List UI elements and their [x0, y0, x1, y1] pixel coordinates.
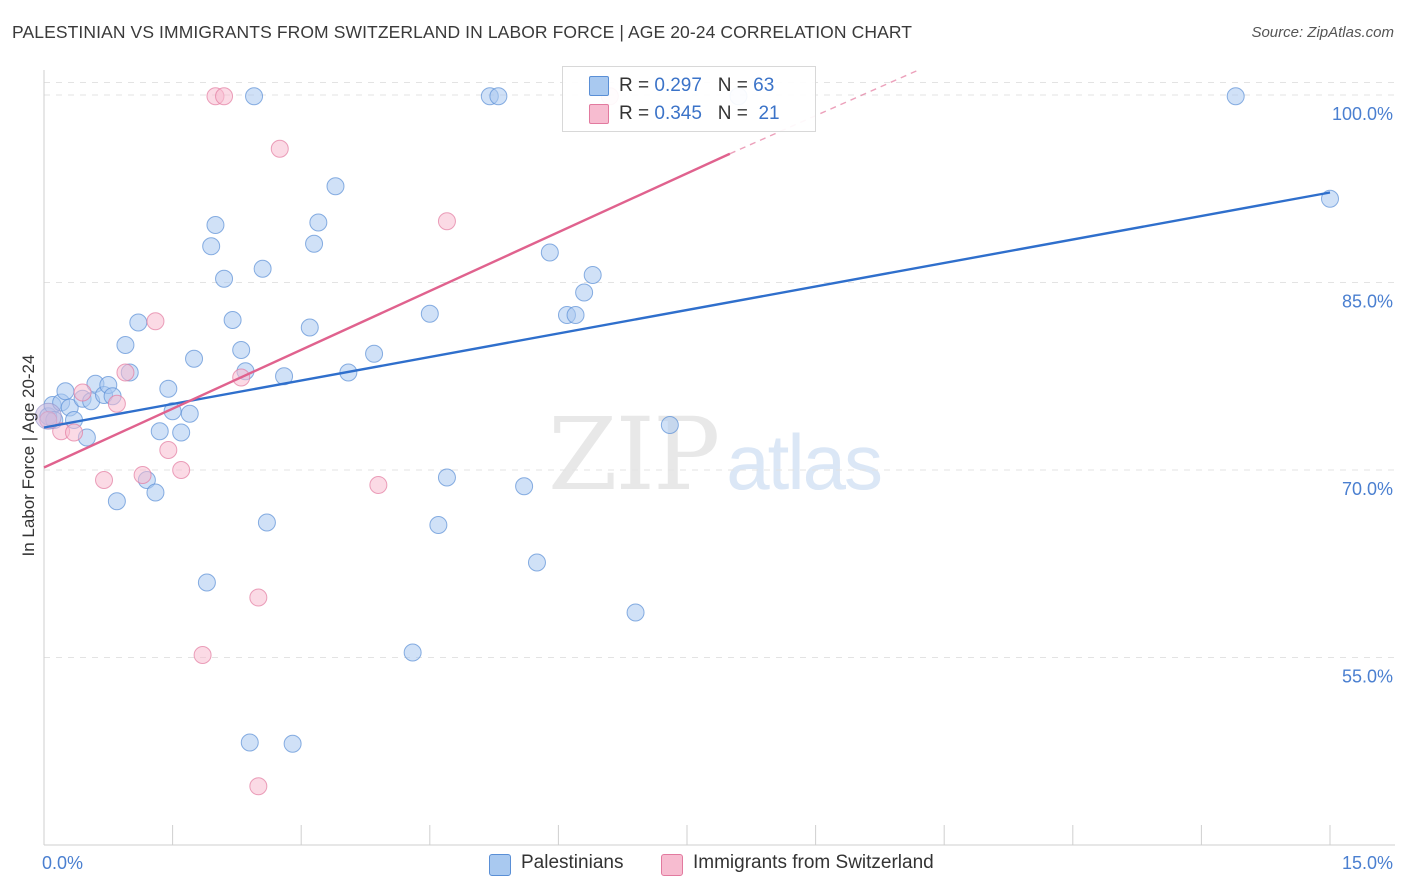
point-palestinians	[283, 734, 302, 753]
legend-n-label: N =	[717, 75, 748, 96]
point-switzerland	[270, 139, 289, 158]
point-palestinians	[626, 603, 645, 622]
point-palestinians	[429, 516, 448, 534]
point-cluster	[34, 402, 62, 430]
watermark: ZIP atlas	[548, 396, 883, 513]
point-palestinians	[515, 477, 534, 496]
point-palestinians	[305, 234, 324, 253]
point-palestinians	[540, 243, 559, 262]
point-palestinians	[172, 423, 191, 442]
axes	[43, 70, 1395, 846]
bottom-legend-swatch-palestinians	[489, 854, 511, 876]
point-switzerland	[172, 461, 191, 479]
point-switzerland	[107, 394, 126, 413]
point-palestinians	[365, 344, 384, 363]
point-palestinians	[159, 379, 178, 398]
point-palestinians	[185, 349, 204, 368]
point-palestinians	[300, 318, 319, 337]
legend-n-label: N =	[717, 103, 748, 124]
point-palestinians	[232, 341, 251, 359]
point-switzerland	[73, 383, 92, 402]
legend-r-value: 0.297	[654, 75, 702, 96]
legend-swatch-palestinians	[589, 76, 609, 96]
y-tick-label: 70.0%	[1342, 479, 1393, 499]
point-palestinians	[206, 216, 225, 234]
point-palestinians	[489, 87, 508, 106]
point-palestinians	[202, 237, 221, 256]
point-switzerland	[249, 777, 268, 796]
trend-line-palestinians	[43, 191, 1331, 429]
point-switzerland	[146, 312, 165, 331]
point-switzerland	[249, 588, 268, 607]
legend-r-label: R =	[619, 103, 650, 124]
bottom-legend-swatch-switzerland	[661, 854, 683, 876]
x-tick-label-start: 0.0%	[42, 853, 83, 873]
point-palestinians	[257, 513, 276, 532]
point-switzerland	[369, 476, 388, 494]
y-tick-label: 100.0%	[1332, 104, 1393, 124]
watermark-atlas: atlas	[726, 418, 883, 506]
point-palestinians	[420, 304, 439, 323]
point-palestinians	[437, 468, 456, 487]
point-palestinians	[583, 266, 602, 284]
legend-n-value: 63	[753, 75, 775, 96]
legend-n-value: 21	[758, 103, 780, 124]
point-palestinians	[150, 422, 169, 441]
axis-labels: 55.0% 70.0% 85.0% 100.0% 0.0% 15.0% In Labor F…	[19, 104, 1393, 873]
point-switzerland	[95, 471, 114, 489]
point-palestinians	[116, 336, 135, 354]
x-tick-label-end: 15.0%	[1342, 853, 1393, 873]
point-palestinians	[1321, 189, 1339, 208]
point-palestinians	[197, 573, 216, 592]
point-switzerland	[437, 212, 456, 231]
point-switzerland	[116, 363, 135, 382]
trend-line-switzerland-extension	[729, 69, 919, 155]
point-palestinians	[223, 311, 242, 329]
point-palestinians	[660, 416, 679, 434]
point-palestinians	[309, 213, 328, 232]
stats-legend: R = 0.297 N = 63 R = 0.345 N = 21	[562, 66, 816, 132]
bottom-legend-label-switzerland: Immigrants from Switzerland	[693, 852, 934, 873]
point-palestinians	[180, 404, 199, 423]
point-palestinians	[245, 87, 264, 106]
point-switzerland	[215, 87, 234, 106]
point-palestinians	[253, 259, 272, 278]
point-palestinians	[527, 553, 546, 572]
legend-swatch-switzerland	[589, 104, 609, 124]
trend-line-switzerland	[43, 152, 731, 469]
watermark-zip: ZIP	[548, 396, 720, 513]
point-palestinians	[215, 269, 234, 288]
point-palestinians	[403, 643, 422, 662]
legend-r-value: 0.345	[654, 103, 702, 124]
point-palestinians	[146, 483, 165, 502]
point-palestinians	[240, 733, 259, 752]
legend-r-label: R =	[619, 75, 650, 96]
source-label: Source: ZipAtlas.com	[1251, 24, 1394, 41]
y-tick-label: 55.0%	[1342, 667, 1393, 687]
point-switzerland	[133, 466, 152, 484]
point-palestinians	[566, 306, 585, 324]
point-palestinians	[107, 492, 126, 511]
point-palestinians	[575, 283, 594, 302]
point-palestinians	[1226, 87, 1245, 106]
chart-title: PALESTINIAN VS IMMIGRANTS FROM SWITZERLA…	[12, 22, 913, 42]
point-palestinians	[56, 382, 75, 401]
y-axis-label: In Labor Force | Age 20-24	[19, 355, 38, 557]
point-switzerland	[159, 441, 178, 459]
trend-lines	[43, 69, 1331, 469]
point-switzerland	[65, 423, 84, 442]
point-palestinians	[129, 313, 148, 332]
data-points	[34, 87, 1339, 796]
point-switzerland	[193, 646, 212, 664]
point-palestinians	[326, 177, 345, 196]
y-tick-label: 85.0%	[1342, 292, 1393, 312]
bottom-legend-label-palestinians: Palestinians	[521, 852, 624, 873]
